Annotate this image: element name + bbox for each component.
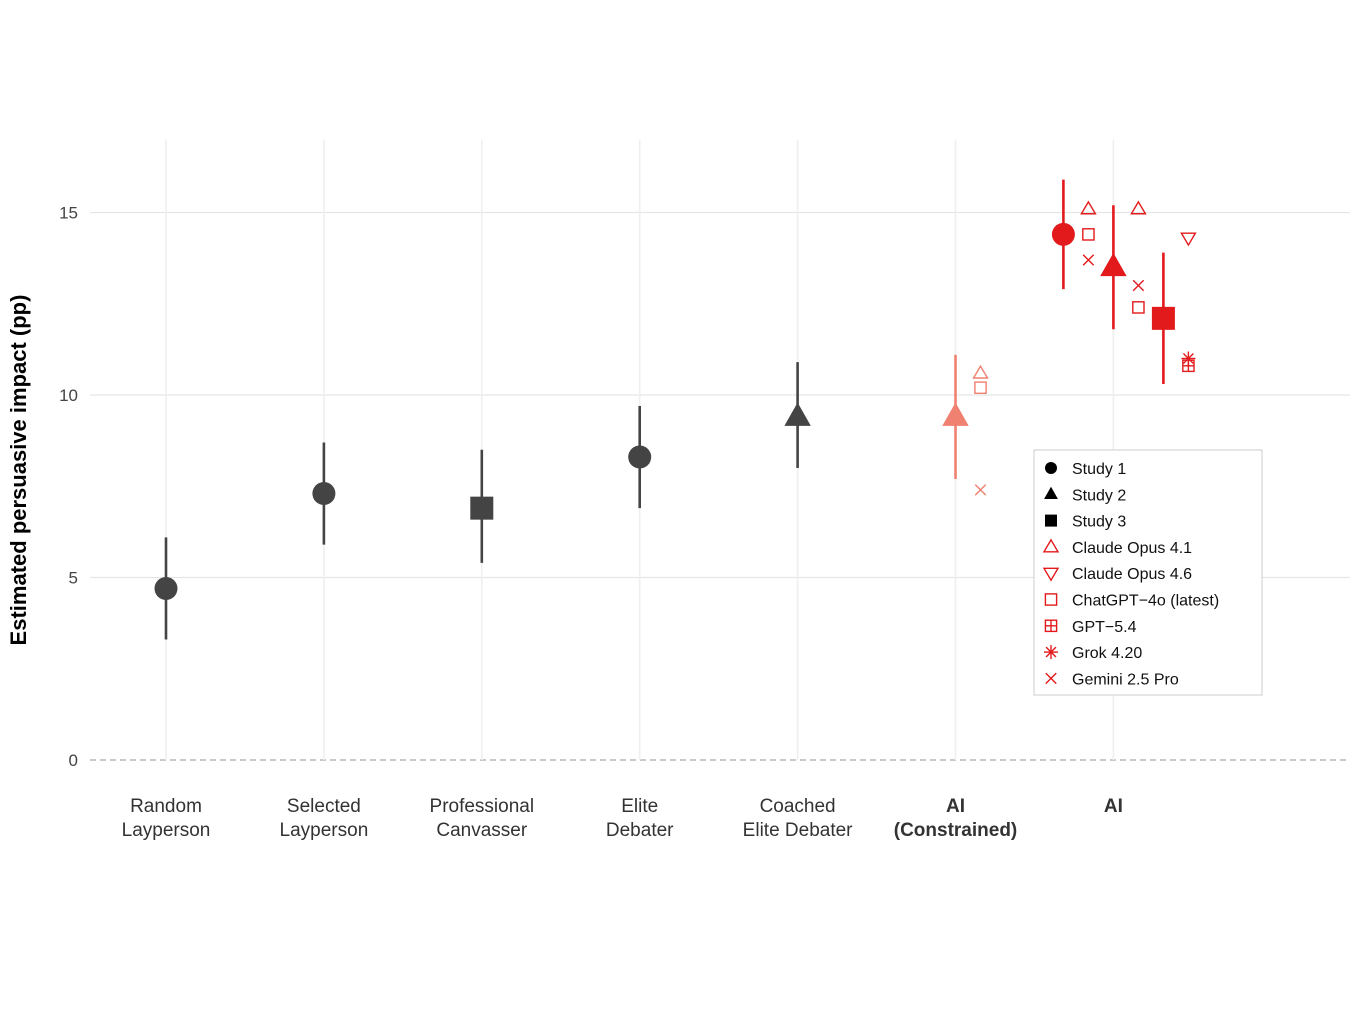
x-tick-label: AI (Constrained)	[894, 796, 1018, 841]
model-point	[1082, 254, 1095, 266]
legend-item: ChatGPT−4o (latest)	[1044, 593, 1219, 610]
y-tick-label: 15	[59, 204, 78, 223]
model-point	[1132, 301, 1145, 314]
x-tick-label: Coached Elite Debater	[743, 796, 854, 841]
legend-item: Gemini 2.5 Pro	[1045, 671, 1179, 688]
legend-item: GPT−5.4	[1044, 619, 1137, 636]
model-point	[1132, 279, 1145, 292]
legend-label: ChatGPT−4o (latest)	[1072, 593, 1219, 610]
estimate-point	[1151, 306, 1175, 330]
model-point	[1130, 200, 1147, 215]
estimate-point	[1051, 222, 1075, 246]
legend-item: Study 3	[1045, 514, 1126, 531]
x-tick-label: AI	[1104, 796, 1123, 817]
axis-layer: 0 5 10 15 Random Layperson Selected Layperson Pr…	[59, 204, 1123, 842]
model-point	[1180, 232, 1197, 247]
legend-label: Study 3	[1072, 514, 1126, 531]
x-tick-label: Professional Canvasser	[430, 796, 535, 841]
y-tick-label: 0	[69, 751, 78, 770]
legend-item: Claude Opus 4.1	[1042, 538, 1192, 557]
estimate-point	[942, 402, 969, 426]
x-tick-label: Elite Debater	[606, 796, 674, 841]
x-tick-label: Selected Layperson	[280, 796, 369, 841]
legend-label: Claude Opus 4.6	[1072, 566, 1192, 583]
y-axis-label: Estimated persuasive impact (pp)	[6, 295, 31, 646]
legend-symbol	[1044, 619, 1058, 633]
legend-symbol	[1042, 567, 1060, 582]
model-point	[1181, 351, 1196, 366]
model-point	[972, 364, 989, 379]
y-tick-label: 10	[59, 386, 78, 405]
model-point	[1082, 228, 1095, 241]
legend-label: Study 2	[1072, 487, 1126, 504]
legend-symbol	[1045, 514, 1057, 527]
legend-symbol	[1044, 486, 1058, 499]
legend-box	[1033, 449, 1263, 696]
legend-symbol	[1044, 645, 1058, 660]
model-point	[974, 381, 987, 395]
legend-item: Study 1	[1045, 461, 1126, 478]
estimate-point	[312, 482, 336, 506]
legend-symbol	[1044, 593, 1058, 606]
estimate-point	[154, 576, 178, 600]
legend-label: Gemini 2.5 Pro	[1072, 671, 1179, 688]
estimate-point	[470, 496, 494, 520]
marks-layer	[154, 179, 1197, 640]
estimate-point	[1100, 252, 1127, 277]
legend-symbol	[1045, 462, 1057, 474]
legend-label: Grok 4.20	[1072, 645, 1142, 662]
estimate-point	[628, 445, 652, 469]
estimate-point	[784, 402, 811, 426]
legend: Study 1 Study 2 Study 3 Claude Opus 4.1 Clau…	[1033, 449, 1263, 696]
x-tick-label: Random Layperson	[122, 796, 211, 841]
legend-label: GPT−5.4	[1072, 619, 1137, 636]
model-point	[974, 484, 987, 496]
legend-label: Study 1	[1072, 461, 1126, 478]
legend-item: Study 2	[1044, 486, 1126, 504]
legend-symbol	[1045, 672, 1057, 685]
legend-item: Claude Opus 4.6	[1042, 566, 1192, 583]
model-point	[1080, 200, 1097, 215]
model-point	[1182, 359, 1195, 373]
legend-label: Claude Opus 4.1	[1072, 540, 1192, 557]
legend-symbol	[1042, 538, 1060, 553]
y-tick-label: 5	[69, 569, 78, 588]
legend-item: Grok 4.20	[1044, 645, 1142, 662]
